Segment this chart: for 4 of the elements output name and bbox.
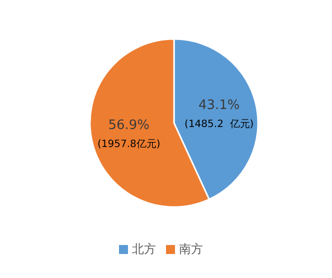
legend-label: 北方: [132, 242, 156, 256]
data-label: 56.9% (1957.8亿元): [97, 118, 160, 150]
data-label: 43.1% (1485.2 亿元): [184, 98, 254, 130]
legend-label: 南方: [179, 242, 203, 256]
